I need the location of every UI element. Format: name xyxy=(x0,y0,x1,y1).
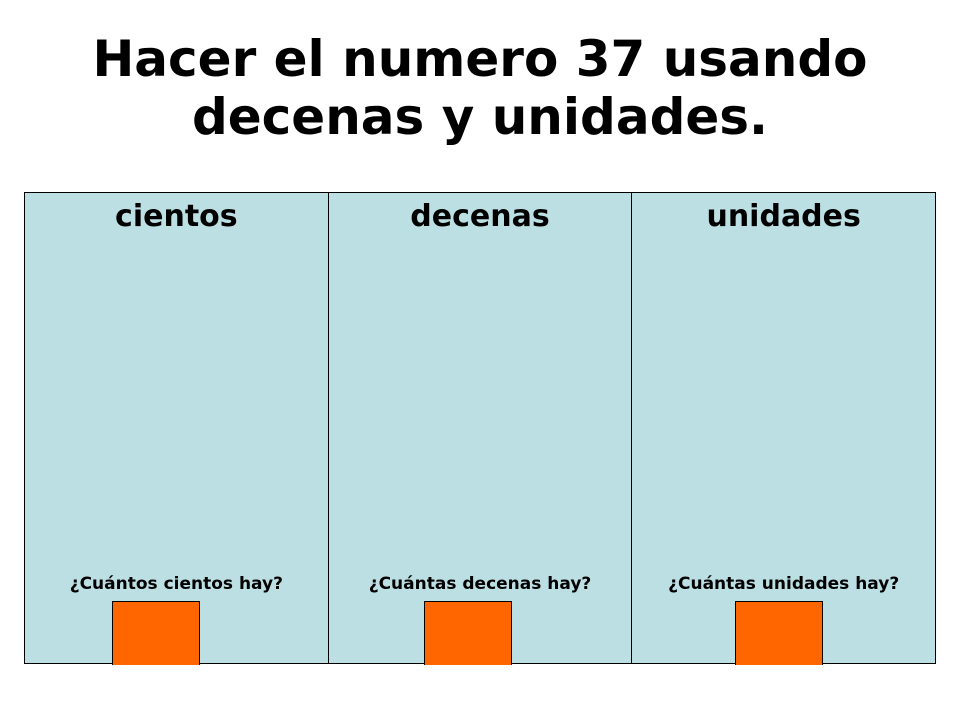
answer-box-decenas[interactable] xyxy=(423,601,512,665)
title-line-2: decenas y unidades. xyxy=(191,88,769,146)
question-decenas: ¿Cuántas decenas hay? xyxy=(368,574,592,594)
place-value-board: cientos ¿Cuántos cientos hay? decenas ¿C… xyxy=(24,192,936,665)
column-header-unidades: unidades xyxy=(706,199,861,234)
title-line-1: Hacer el numero 37 usando xyxy=(92,30,868,88)
answer-box-unidades[interactable] xyxy=(735,601,824,665)
column-cientos: cientos ¿Cuántos cientos hay? xyxy=(25,193,329,665)
answer-box-cientos[interactable] xyxy=(112,601,200,665)
column-header-cientos: cientos xyxy=(115,199,238,234)
column-unidades: unidades ¿Cuántas unidades hay? xyxy=(632,193,935,665)
question-unidades: ¿Cuántas unidades hay? xyxy=(668,574,900,594)
question-cientos: ¿Cuántos cientos hay? xyxy=(69,574,283,594)
page-title: Hacer el numero 37 usando decenas y unid… xyxy=(0,30,960,146)
column-decenas: decenas ¿Cuántas decenas hay? xyxy=(329,193,633,665)
column-header-decenas: decenas xyxy=(410,199,550,234)
